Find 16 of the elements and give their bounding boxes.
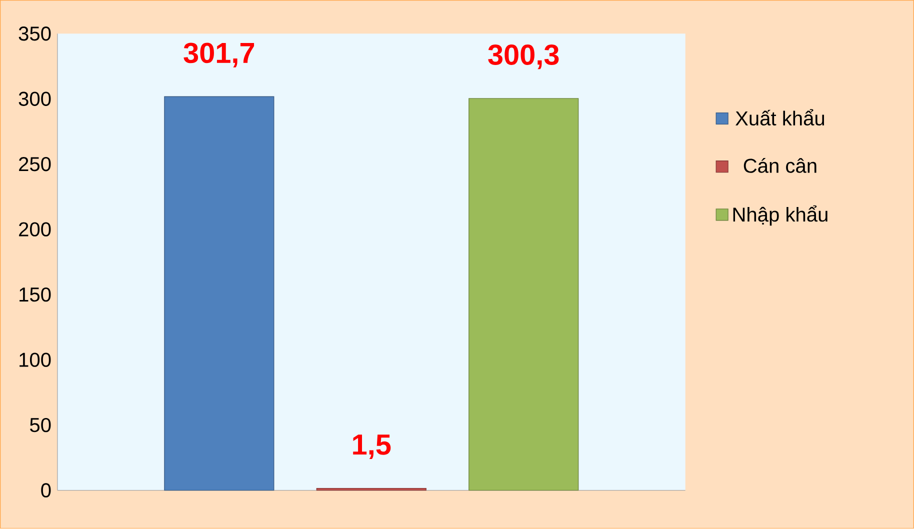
y-tick-label: 0 — [41, 483, 51, 498]
bar — [468, 98, 579, 491]
y-tick-label: 100 — [20, 352, 51, 368]
data-label: 1,5 — [353, 434, 391, 460]
y-tick-label: 50 — [30, 418, 51, 432]
legend-label: Nhập khẩu — [733, 205, 828, 226]
y-tick-label: 200 — [19, 222, 51, 237]
data-label: 301,7 — [184, 42, 254, 68]
legend-label: Cán cân — [744, 158, 816, 174]
y-tick-label: 150 — [20, 288, 51, 302]
legend-label: Xuất khẩu — [736, 109, 824, 126]
bar — [164, 96, 274, 491]
y-tick-label: 250 — [19, 157, 51, 172]
data-label: 300,3 — [488, 44, 559, 70]
y-tick-label: 300 — [18, 92, 51, 106]
y-tick-label: 350 — [18, 26, 51, 41]
